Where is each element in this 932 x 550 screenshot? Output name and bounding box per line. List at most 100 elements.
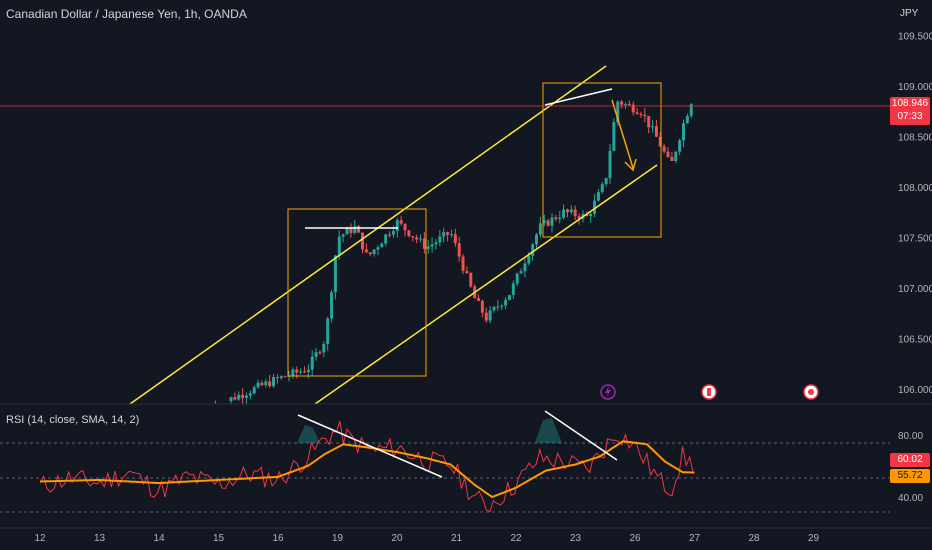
- candle-body: [515, 273, 519, 284]
- candle-body: [616, 101, 620, 123]
- candle-body: [608, 150, 612, 179]
- candle-body: [457, 243, 461, 257]
- candle-body: [360, 232, 364, 250]
- candle-body: [670, 156, 674, 161]
- candle-body: [449, 234, 453, 236]
- candle-body: [341, 234, 345, 237]
- candle-body: [248, 393, 252, 396]
- candle-body: [446, 232, 450, 235]
- candle-body: [488, 310, 492, 321]
- price-tick-label: 107.500: [898, 233, 932, 244]
- candle-body: [678, 140, 682, 152]
- time-tick-label: 14: [153, 533, 165, 544]
- time-tick-label: 29: [808, 533, 820, 544]
- candle-body: [430, 244, 434, 247]
- rsi-axis: 40.00 80.00: [898, 431, 923, 504]
- current-price-value: 108.946: [891, 98, 929, 109]
- candle-body: [326, 318, 330, 344]
- candle-body: [535, 234, 539, 245]
- candle-body: [577, 216, 581, 219]
- candle-body: [627, 103, 631, 105]
- countdown-value: 07:33: [897, 111, 923, 122]
- price-tick-label: 109.500: [898, 31, 932, 42]
- rsi-divergence-line-1: [297, 414, 443, 478]
- time-tick-label: 19: [332, 533, 344, 544]
- candle-body: [322, 343, 326, 353]
- candle-body: [623, 103, 627, 105]
- time-tick-label: 22: [510, 533, 522, 544]
- candle-body: [237, 394, 241, 400]
- candle-body: [264, 381, 268, 386]
- candle-body: [411, 236, 415, 238]
- candle-body: [504, 299, 508, 306]
- rsi-value-tag: 60.02: [890, 453, 930, 467]
- price-axis: 106.000 106.500 107.000 107.500 108.000 108.5…: [898, 31, 932, 396]
- candle-body: [565, 209, 569, 213]
- channel-upper-line: [129, 65, 607, 405]
- top-box: [542, 82, 662, 238]
- rsi-line: [39, 421, 694, 513]
- candle-body: [384, 234, 388, 244]
- candle-body: [596, 192, 600, 201]
- candle-body: [643, 114, 647, 117]
- candle-body: [272, 377, 276, 387]
- candle-body: [422, 238, 426, 249]
- candle-body: [314, 352, 318, 357]
- price-tick-label: 109.000: [898, 82, 932, 93]
- candle-body: [465, 270, 469, 273]
- candle-body: [333, 255, 337, 293]
- time-tick-label: 16: [272, 533, 284, 544]
- candle-body: [620, 101, 624, 105]
- candle-body: [519, 271, 523, 274]
- top-trend-line: [544, 88, 613, 106]
- candle-body: [658, 136, 662, 147]
- rsi-title: RSI (14, close, SMA, 14, 2): [6, 414, 140, 426]
- price-tick-label: 106.000: [898, 385, 932, 396]
- candle-body: [461, 256, 465, 271]
- candle-body: [527, 255, 531, 264]
- current-price-tag: 108.946 07:33: [890, 97, 930, 125]
- candle-body: [496, 306, 500, 308]
- time-tick-label: 27: [689, 533, 701, 544]
- candle-body: [593, 200, 597, 214]
- drop-arrow-line: [611, 99, 634, 169]
- candle-body: [279, 376, 283, 379]
- rsi-sma-value-tag: 55.72: [890, 469, 930, 483]
- candle-body: [388, 234, 392, 236]
- chart-title: Canadian Dollar / Japanese Yen, 1h, OAND…: [6, 7, 247, 21]
- currency-label: JPY: [900, 8, 919, 19]
- candle-body: [542, 220, 546, 224]
- candle-body: [244, 395, 248, 398]
- candle-body: [415, 237, 419, 240]
- candle-body: [283, 376, 287, 378]
- time-tick-label: 20: [391, 533, 403, 544]
- candle-body: [353, 226, 357, 233]
- candlestick-series: [215, 99, 693, 404]
- candle-body: [407, 230, 411, 237]
- candle-body: [647, 116, 651, 128]
- candle-body: [310, 356, 314, 370]
- candle-body: [484, 312, 488, 321]
- rsi-tick-label: 40.00: [898, 493, 923, 504]
- candle-body: [651, 126, 655, 128]
- candle-body: [562, 209, 566, 218]
- candle-body: [391, 230, 395, 235]
- time-tick-label: 15: [213, 533, 225, 544]
- candle-body: [604, 178, 608, 185]
- time-axis: 12 13 14 15 16 19 20 21 22 23 26 27 28 29: [34, 533, 819, 544]
- candle-body: [585, 213, 589, 217]
- candle-body: [477, 298, 481, 301]
- candle-body: [631, 104, 635, 113]
- rsi-overbought-fill-2: [535, 418, 562, 443]
- candle-body: [337, 236, 341, 256]
- event-icons[interactable]: [600, 384, 819, 400]
- candle-body: [395, 220, 399, 231]
- candle-body: [531, 244, 535, 256]
- candle-body: [376, 247, 380, 250]
- time-tick-label: 13: [94, 533, 106, 544]
- channel-lower-line: [314, 164, 658, 405]
- candle-body: [674, 151, 678, 161]
- candle-body: [558, 217, 562, 220]
- candle-body: [291, 369, 295, 376]
